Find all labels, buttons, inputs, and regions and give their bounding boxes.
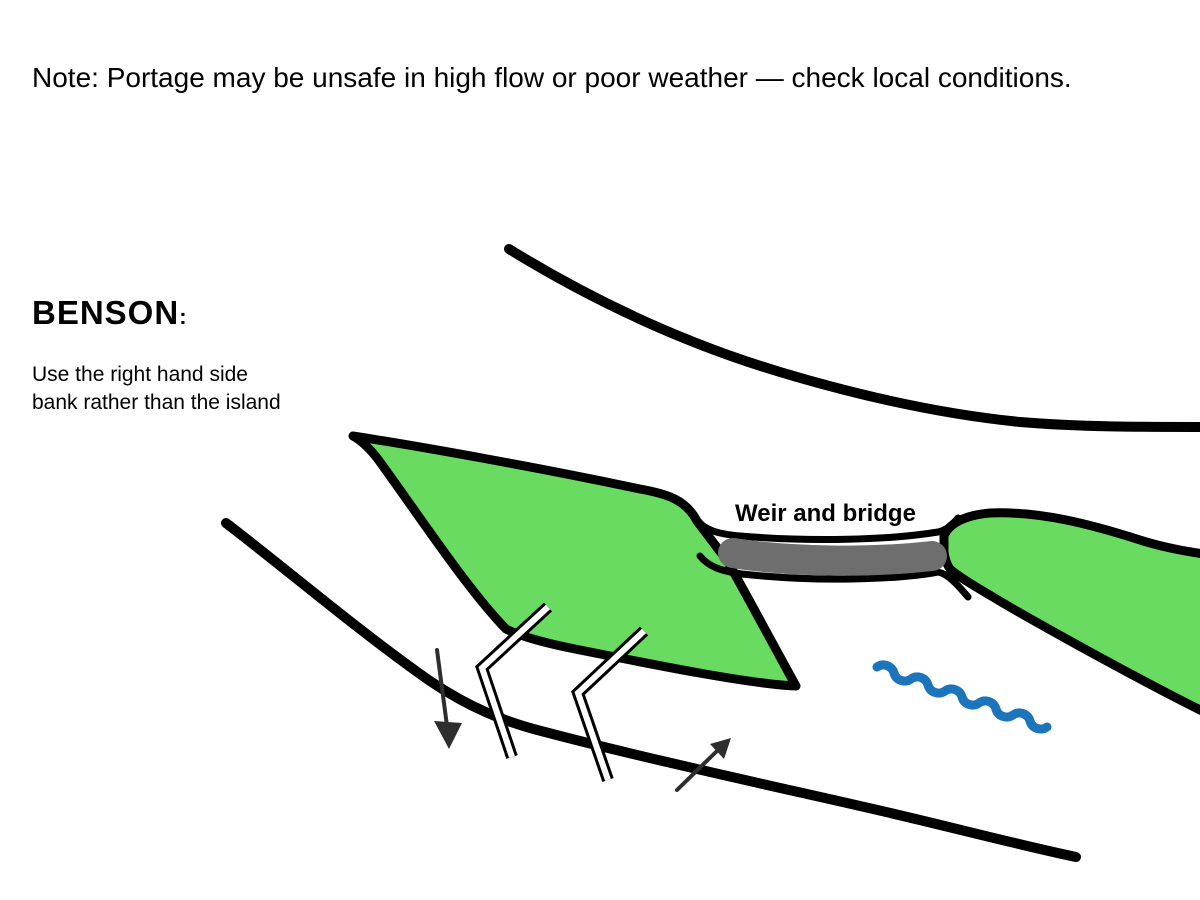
right-bank-shape [939,508,1200,716]
flow-arrow-up-right-head [710,738,731,759]
flow-arrow-up-right [675,738,731,792]
section-description: Use the right hand side bank rather than… [32,363,281,414]
bridge-symbol-right-deck [574,628,647,781]
note-text: Note: Portage may be unsafe in high flow… [32,62,1072,93]
flow-arrow-up-right-shaft [675,747,721,792]
lower-bank-line [221,518,1081,862]
section-title-text: BENSON [32,294,180,331]
weir-bar [718,538,947,576]
island-shape [348,431,801,691]
section-title: BENSON: [32,294,187,332]
top-bank-line [504,244,1200,432]
weir-bottom-edge-line [696,552,972,601]
bridge-symbol-left-deck [478,604,551,758]
flow-arrow-down [434,648,462,749]
bridge-symbol-left [475,602,553,759]
section-title-colon: : [179,304,187,329]
weir-bridge-label: Weir and bridge [735,500,916,527]
bridge-symbol-right [571,626,649,782]
rough-water-squiggle [872,660,1052,734]
weir-top-edge-line [692,514,962,543]
flow-arrow-down-shaft [435,648,449,728]
flow-arrow-down-head [434,721,462,749]
